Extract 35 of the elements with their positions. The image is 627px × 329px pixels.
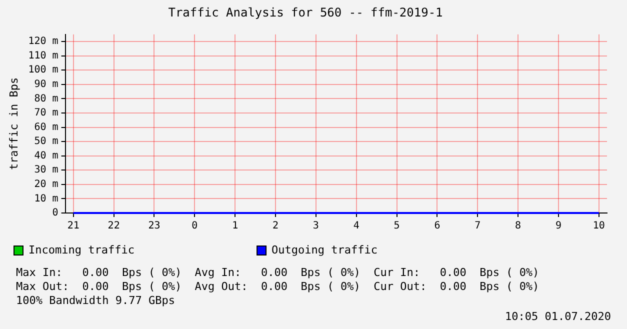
text: Max Out: 0.00 Bps ( 0%) Avg Out: 0.00 Bps ( 0%) Cur Out: 0.00 Bps ( 0%): [16, 280, 540, 294]
y-tick-label: 50 m: [34, 136, 58, 148]
x-tick-label: 1: [232, 220, 238, 232]
y-tick-label: 10 m: [34, 193, 58, 204]
y-tick-label: 20 m: [34, 179, 58, 190]
y-tick-label: 70 m: [34, 108, 58, 119]
x-tick-label: 8: [515, 220, 522, 232]
legend-label: Incoming traffic: [28, 243, 248, 256]
x-tick-label: 10: [592, 220, 605, 232]
x-tick-label: 0: [192, 220, 198, 232]
x-tick-label: 22: [108, 220, 120, 232]
x-tick-label: 5: [394, 220, 400, 232]
y-tick-label: 120 m: [28, 36, 58, 48]
x-tick-label: 4: [353, 220, 360, 232]
x-tick-label: 6: [434, 220, 440, 232]
text: 100% Bandwidth 9.77 GBps: [16, 294, 176, 308]
x-tick-label: 23: [148, 220, 160, 232]
x-tick-label: 3: [312, 220, 319, 232]
y-tick-label: 90 m: [34, 79, 58, 90]
chart-title: Traffic Analysis for 560 -- ffm-2019-1: [168, 5, 443, 20]
legend-label: Outgoing traffic: [272, 243, 490, 256]
x-tick-label: 21: [67, 220, 80, 232]
y-tick-label: 110 m: [28, 50, 58, 62]
y-tick-label: 0: [52, 208, 58, 219]
y-tick-label: 100 m: [28, 64, 58, 76]
y-tick-label: 30 m: [34, 164, 58, 176]
y-axis-title: traffic in Bps: [7, 77, 20, 170]
y-tick-label: 80 m: [34, 93, 58, 104]
x-tick-label: 7: [474, 220, 481, 232]
y-tick-label: 60 m: [34, 122, 58, 133]
x-tick-label: 9: [555, 220, 562, 232]
y-tick-label: 40 m: [34, 150, 58, 162]
x-tick-label: 2: [272, 220, 279, 232]
text: 10:05 01.07.2020: [505, 310, 611, 323]
text: Max In: 0.00 Bps ( 0%) Avg In: 0.00 Bps ( 0%) Cur In: 0.00 Bps ( 0%): [16, 266, 540, 280]
